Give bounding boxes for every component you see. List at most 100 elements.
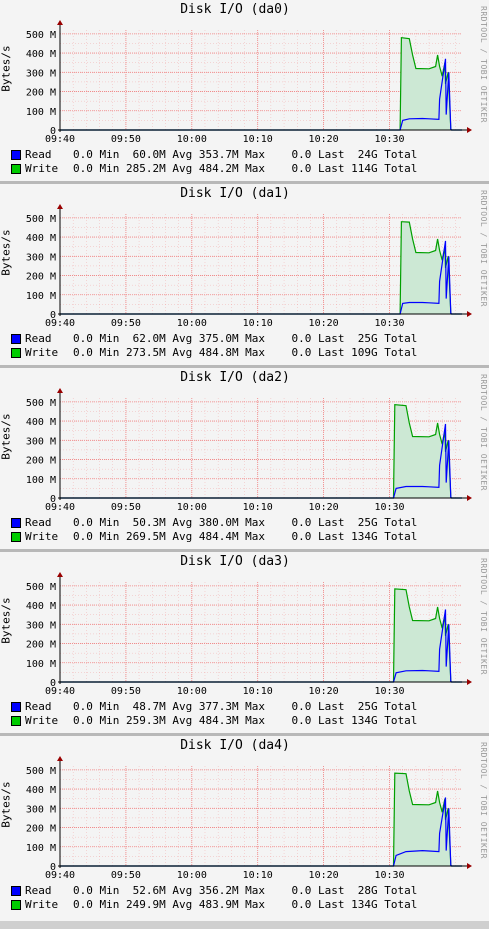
legend-series-name: Write — [25, 162, 59, 175]
y-tick-label: 500 M — [26, 30, 56, 41]
x-tick-label: 10:00 — [177, 870, 207, 881]
x-tick-label: 10:20 — [309, 318, 339, 329]
x-tick-label: 10:30 — [374, 686, 404, 697]
legend-swatch — [11, 334, 21, 344]
x-tick-label: 10:20 — [309, 502, 339, 513]
graph-title: Disk I/O (da4) — [180, 738, 290, 753]
legend-series-name: Read — [25, 516, 52, 529]
y-tick-label: 500 M — [26, 766, 56, 777]
legend-series-name: Read — [25, 700, 52, 713]
graph-title: Disk I/O (da1) — [180, 186, 290, 201]
legend-swatch — [11, 348, 21, 358]
write-series-area — [60, 221, 462, 314]
rrdtool-watermark: RRDTOOL / TOBI OETIKER — [479, 374, 488, 491]
x-tick-label: 10:00 — [177, 502, 207, 513]
legend-row-read: Read 0.0 Min 52.6M Avg 356.2M Max 0.0 Las… — [11, 884, 417, 898]
y-tick-label: 300 M — [26, 436, 56, 447]
x-tick-label: 09:40 — [45, 318, 75, 329]
legend-row-read: Read 0.0 Min 48.7M Avg 377.3M Max 0.0 Las… — [11, 700, 417, 714]
x-tick-label: 10:00 — [177, 686, 207, 697]
y-axis-arrow — [57, 20, 63, 25]
y-tick-label: 200 M — [26, 456, 56, 467]
graph-legend: Read 0.0 Min 50.3M Avg 380.0M Max 0.0 Las… — [11, 516, 417, 544]
x-tick-label: 09:50 — [111, 134, 141, 145]
plot-area: 09:40 09:50 10:00 10:10 10:20 10:30 0 100 M 200 … — [26, 572, 472, 697]
x-tick-label: 09:40 — [45, 870, 75, 881]
y-tick-label: 200 M — [26, 272, 56, 283]
y-axis-arrow — [57, 388, 63, 393]
x-tick-label: 10:30 — [374, 870, 404, 881]
legend-series-name: Write — [25, 346, 59, 359]
graph-panel: Disk I/O (da2) RRDTOOL / TOBI OETIKER Byte… — [0, 368, 489, 552]
x-tick-label: 10:20 — [309, 870, 339, 881]
x-tick-label: 09:50 — [111, 686, 141, 697]
legend-stats: 0.0 Min 60.0M Avg 353.7M Max 0.0 Last 24… — [73, 148, 418, 161]
legend-stats: 0.0 Min 249.9M Avg 483.9M Max 0.0 Last 1… — [73, 898, 418, 911]
x-tick-label: 10:10 — [243, 686, 273, 697]
legend-stats: 0.0 Min 62.0M Avg 375.0M Max 0.0 Last 25… — [73, 332, 418, 345]
read-series-line — [60, 797, 462, 867]
y-tick-label: 500 M — [26, 582, 56, 593]
x-axis-arrow — [467, 311, 472, 317]
write-series-area — [60, 773, 462, 866]
legend-swatch — [11, 716, 21, 726]
y-tick-label: 0 — [50, 126, 56, 137]
legend-swatch — [11, 532, 21, 542]
y-tick-label: 200 M — [26, 88, 56, 99]
x-tick-label: 10:20 — [309, 686, 339, 697]
graph-panel: Disk I/O (da4) RRDTOOL / TOBI OETIKER Byte… — [0, 736, 489, 921]
write-series-area — [60, 37, 462, 131]
x-tick-label: 10:30 — [374, 502, 404, 513]
x-tick-label: 10:30 — [374, 134, 404, 145]
graph-legend: Read 0.0 Min 52.6M Avg 356.2M Max 0.0 Las… — [11, 884, 417, 912]
rrdtool-watermark: RRDTOOL / TOBI OETIKER — [479, 190, 488, 307]
graph-panel: Disk I/O (da1) RRDTOOL / TOBI OETIKER Byte… — [0, 184, 489, 368]
y-tick-label: 300 M — [26, 620, 56, 631]
legend-stats: 0.0 Min 285.2M Avg 484.2M Max 0.0 Last 1… — [73, 162, 418, 175]
y-tick-label: 100 M — [26, 659, 56, 670]
graph-title: Disk I/O (da2) — [180, 370, 290, 385]
legend-series-name: Read — [25, 884, 52, 897]
rrdtool-watermark: RRDTOOL / TOBI OETIKER — [479, 558, 488, 675]
x-tick-label: 09:40 — [45, 686, 75, 697]
legend-row-read: Read 0.0 Min 62.0M Avg 375.0M Max 0.0 Las… — [11, 332, 417, 346]
x-tick-label: 09:40 — [45, 502, 75, 513]
legend-row-write: Write 0.0 Min 273.5M Avg 484.8M Max 0.0 L… — [11, 346, 417, 360]
y-tick-label: 400 M — [26, 417, 56, 428]
legend-row-read: Read 0.0 Min 60.0M Avg 353.7M Max 0.0 Las… — [11, 148, 417, 162]
legend-series-name: Write — [25, 530, 59, 543]
y-tick-label: 400 M — [26, 785, 56, 796]
x-tick-label: 10:00 — [177, 134, 207, 145]
write-series-area — [60, 588, 462, 682]
y-axis-arrow — [57, 204, 63, 209]
graph-legend: Read 0.0 Min 48.7M Avg 377.3M Max 0.0 Las… — [11, 700, 417, 728]
x-tick-label: 09:40 — [45, 134, 75, 145]
y-tick-label: 0 — [50, 678, 56, 689]
y-tick-label: 100 M — [26, 107, 56, 118]
x-tick-label: 10:00 — [177, 318, 207, 329]
legend-row-write: Write 0.0 Min 259.3M Avg 484.3M Max 0.0 L… — [11, 714, 417, 728]
x-axis-arrow — [467, 495, 472, 501]
graph-panel: Disk I/O (da0) RRDTOOL / TOBI OETIKER Byte… — [0, 0, 489, 184]
x-tick-label: 09:50 — [111, 870, 141, 881]
y-tick-label: 300 M — [26, 252, 56, 263]
read-series-line — [60, 423, 462, 499]
y-axis-arrow — [57, 756, 63, 761]
y-tick-label: 0 — [50, 862, 56, 873]
x-tick-label: 10:10 — [243, 134, 273, 145]
graph-title: Disk I/O (da3) — [180, 554, 290, 569]
y-tick-label: 200 M — [26, 640, 56, 651]
rrdtool-watermark: RRDTOOL / TOBI OETIKER — [479, 6, 488, 123]
legend-row-write: Write 0.0 Min 249.9M Avg 483.9M Max 0.0 L… — [11, 898, 417, 912]
x-axis-arrow — [467, 863, 472, 869]
plot-area: 09:40 09:50 10:00 10:10 10:20 10:30 0 100 M 200 … — [26, 756, 472, 881]
plot-area: 09:40 09:50 10:00 10:10 10:20 10:30 0 100 M 200 … — [26, 388, 472, 513]
y-tick-label: 100 M — [26, 475, 56, 486]
x-tick-label: 10:20 — [309, 134, 339, 145]
y-tick-label: 100 M — [26, 843, 56, 854]
legend-swatch — [11, 702, 21, 712]
legend-series-name: Read — [25, 148, 52, 161]
x-tick-label: 10:30 — [374, 318, 404, 329]
y-tick-label: 500 M — [26, 398, 56, 409]
